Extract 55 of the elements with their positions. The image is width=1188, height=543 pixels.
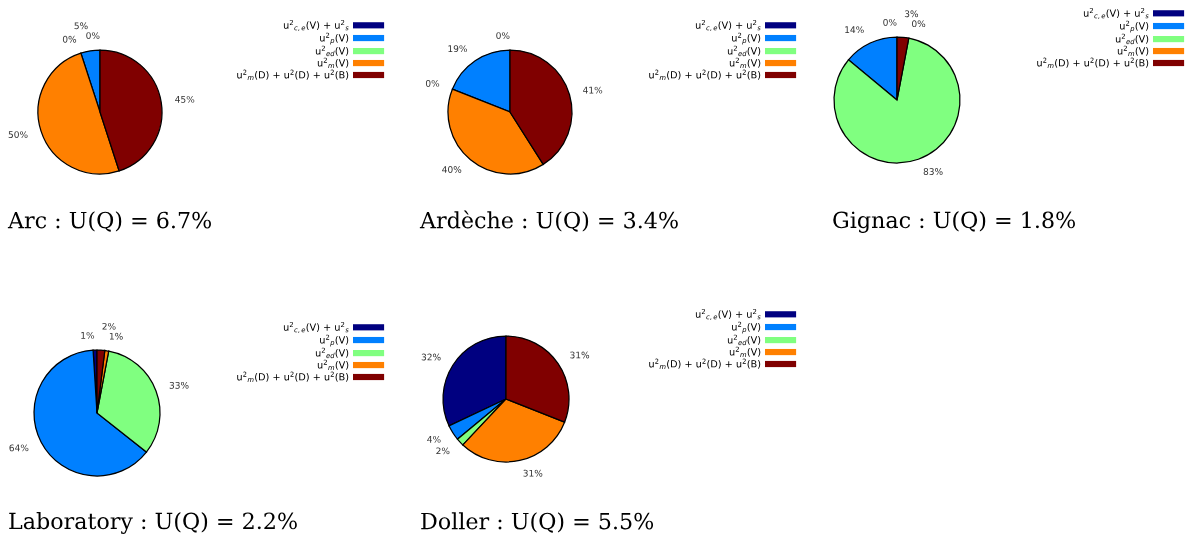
legend-label: u$^{2}$$_{m}$(D) + u$^{2}$(D) + u$^{2}$(B) — [1037, 57, 1149, 68]
data-label: 31% — [523, 469, 543, 477]
data-label: 31% — [570, 351, 590, 359]
legend-label: u$^{2}$$_{m}$(D) + u$^{2}$(D) + u$^{2}$(B) — [237, 69, 349, 80]
text: Laboratory : U(Q) = 2.2% — [9, 512, 297, 534]
legend-label: u$^{2}$$_{p}$(V) — [732, 32, 761, 45]
data-label: 4% — [427, 435, 441, 443]
data-label: 2% — [102, 322, 116, 330]
legend-label: u$^{2}$$_{m}$(V) — [317, 359, 349, 370]
text: 0% — [912, 20, 926, 28]
text: 0% — [883, 18, 897, 26]
legend-label: u$^{2}$$_{m}$(V) — [317, 57, 349, 68]
legend-label: u$^{2}$$_{c,e}$(V) + u$^{2}$$_{s}$ — [695, 19, 761, 32]
data-label: 33% — [169, 381, 189, 389]
legend-label: u$^{2}$$_{p}$(V) — [320, 32, 349, 45]
data-label: 41% — [583, 86, 603, 94]
data-label: 5% — [74, 22, 88, 30]
legend-label: u$^{2}$$_{m}$(D) + u$^{2}$(D) + u$^{2}$(B) — [237, 371, 349, 382]
data-label: 1% — [109, 332, 123, 340]
legend-label: u$^{2}$$_{p}$(V) — [732, 321, 761, 334]
legend-label: u$^{2}$$_{p}$(V) — [320, 334, 349, 347]
legend-label: u$^{2}$$_{m}$(D) + u$^{2}$(D) + u$^{2}$(B) — [649, 358, 761, 369]
text: 0% — [86, 32, 100, 39]
legend-label: u$^{2}$$_{ed}$(V) — [727, 334, 761, 346]
data-label: 2% — [436, 447, 450, 455]
legend-label: u$^{2}$$_{m}$(V) — [729, 346, 761, 357]
data-label: 50% — [8, 131, 28, 138]
text: Gignac : U(Q) = 1.8% — [833, 211, 1075, 233]
text: 0% — [62, 35, 77, 43]
legend-label: u$^{2}$$_{c,e}$(V) + u$^{2}$$_{s}$ — [695, 308, 761, 321]
data-label: 64% — [9, 444, 29, 452]
legend-label: u$^{2}$$_{ed}$(V) — [315, 347, 349, 359]
text: Arc : U(Q) = 6.7% — [7, 211, 211, 232]
data-label: 1% — [81, 331, 95, 339]
legend-label: u$^{2}$$_{m}$(D) + u$^{2}$(D) + u$^{2}$(B) — [649, 69, 761, 80]
data-label: 14% — [845, 26, 864, 34]
legend-label: u$^{2}$$_{c,e}$(V) + u$^{2}$$_{s}$ — [283, 19, 349, 32]
legend-label: u$^{2}$$_{c,e}$(V) + u$^{2}$$_{s}$ — [283, 321, 349, 334]
text: Doller : U(Q) = 5.5% — [421, 512, 654, 533]
text: 0% — [496, 32, 510, 39]
data-label: 45% — [175, 95, 195, 103]
legend-label: u$^{2}$$_{ed}$(V) — [727, 45, 761, 57]
legend-label: u$^{2}$$_{m}$(V) — [729, 57, 761, 68]
data-label: 3% — [904, 10, 919, 18]
legend-label: u$^{2}$$_{m}$(V) — [1117, 45, 1149, 56]
legend-label: u$^{2}$$_{c,e}$(V) + u$^{2}$$_{s}$ — [1083, 7, 1149, 20]
data-label: 40% — [442, 166, 462, 173]
legend-label: u$^{2}$$_{p}$(V) — [1120, 20, 1149, 33]
data-label: 83% — [923, 168, 943, 175]
legend-label: u$^{2}$$_{ed}$(V) — [1115, 33, 1149, 45]
text: 0% — [425, 79, 440, 87]
data-label: 32% — [421, 353, 441, 361]
legend-label: u$^{2}$$_{ed}$(V) — [315, 45, 349, 57]
data-label: 19% — [448, 45, 467, 53]
text: Ardèche : U(Q) = 3.4% — [419, 210, 678, 232]
